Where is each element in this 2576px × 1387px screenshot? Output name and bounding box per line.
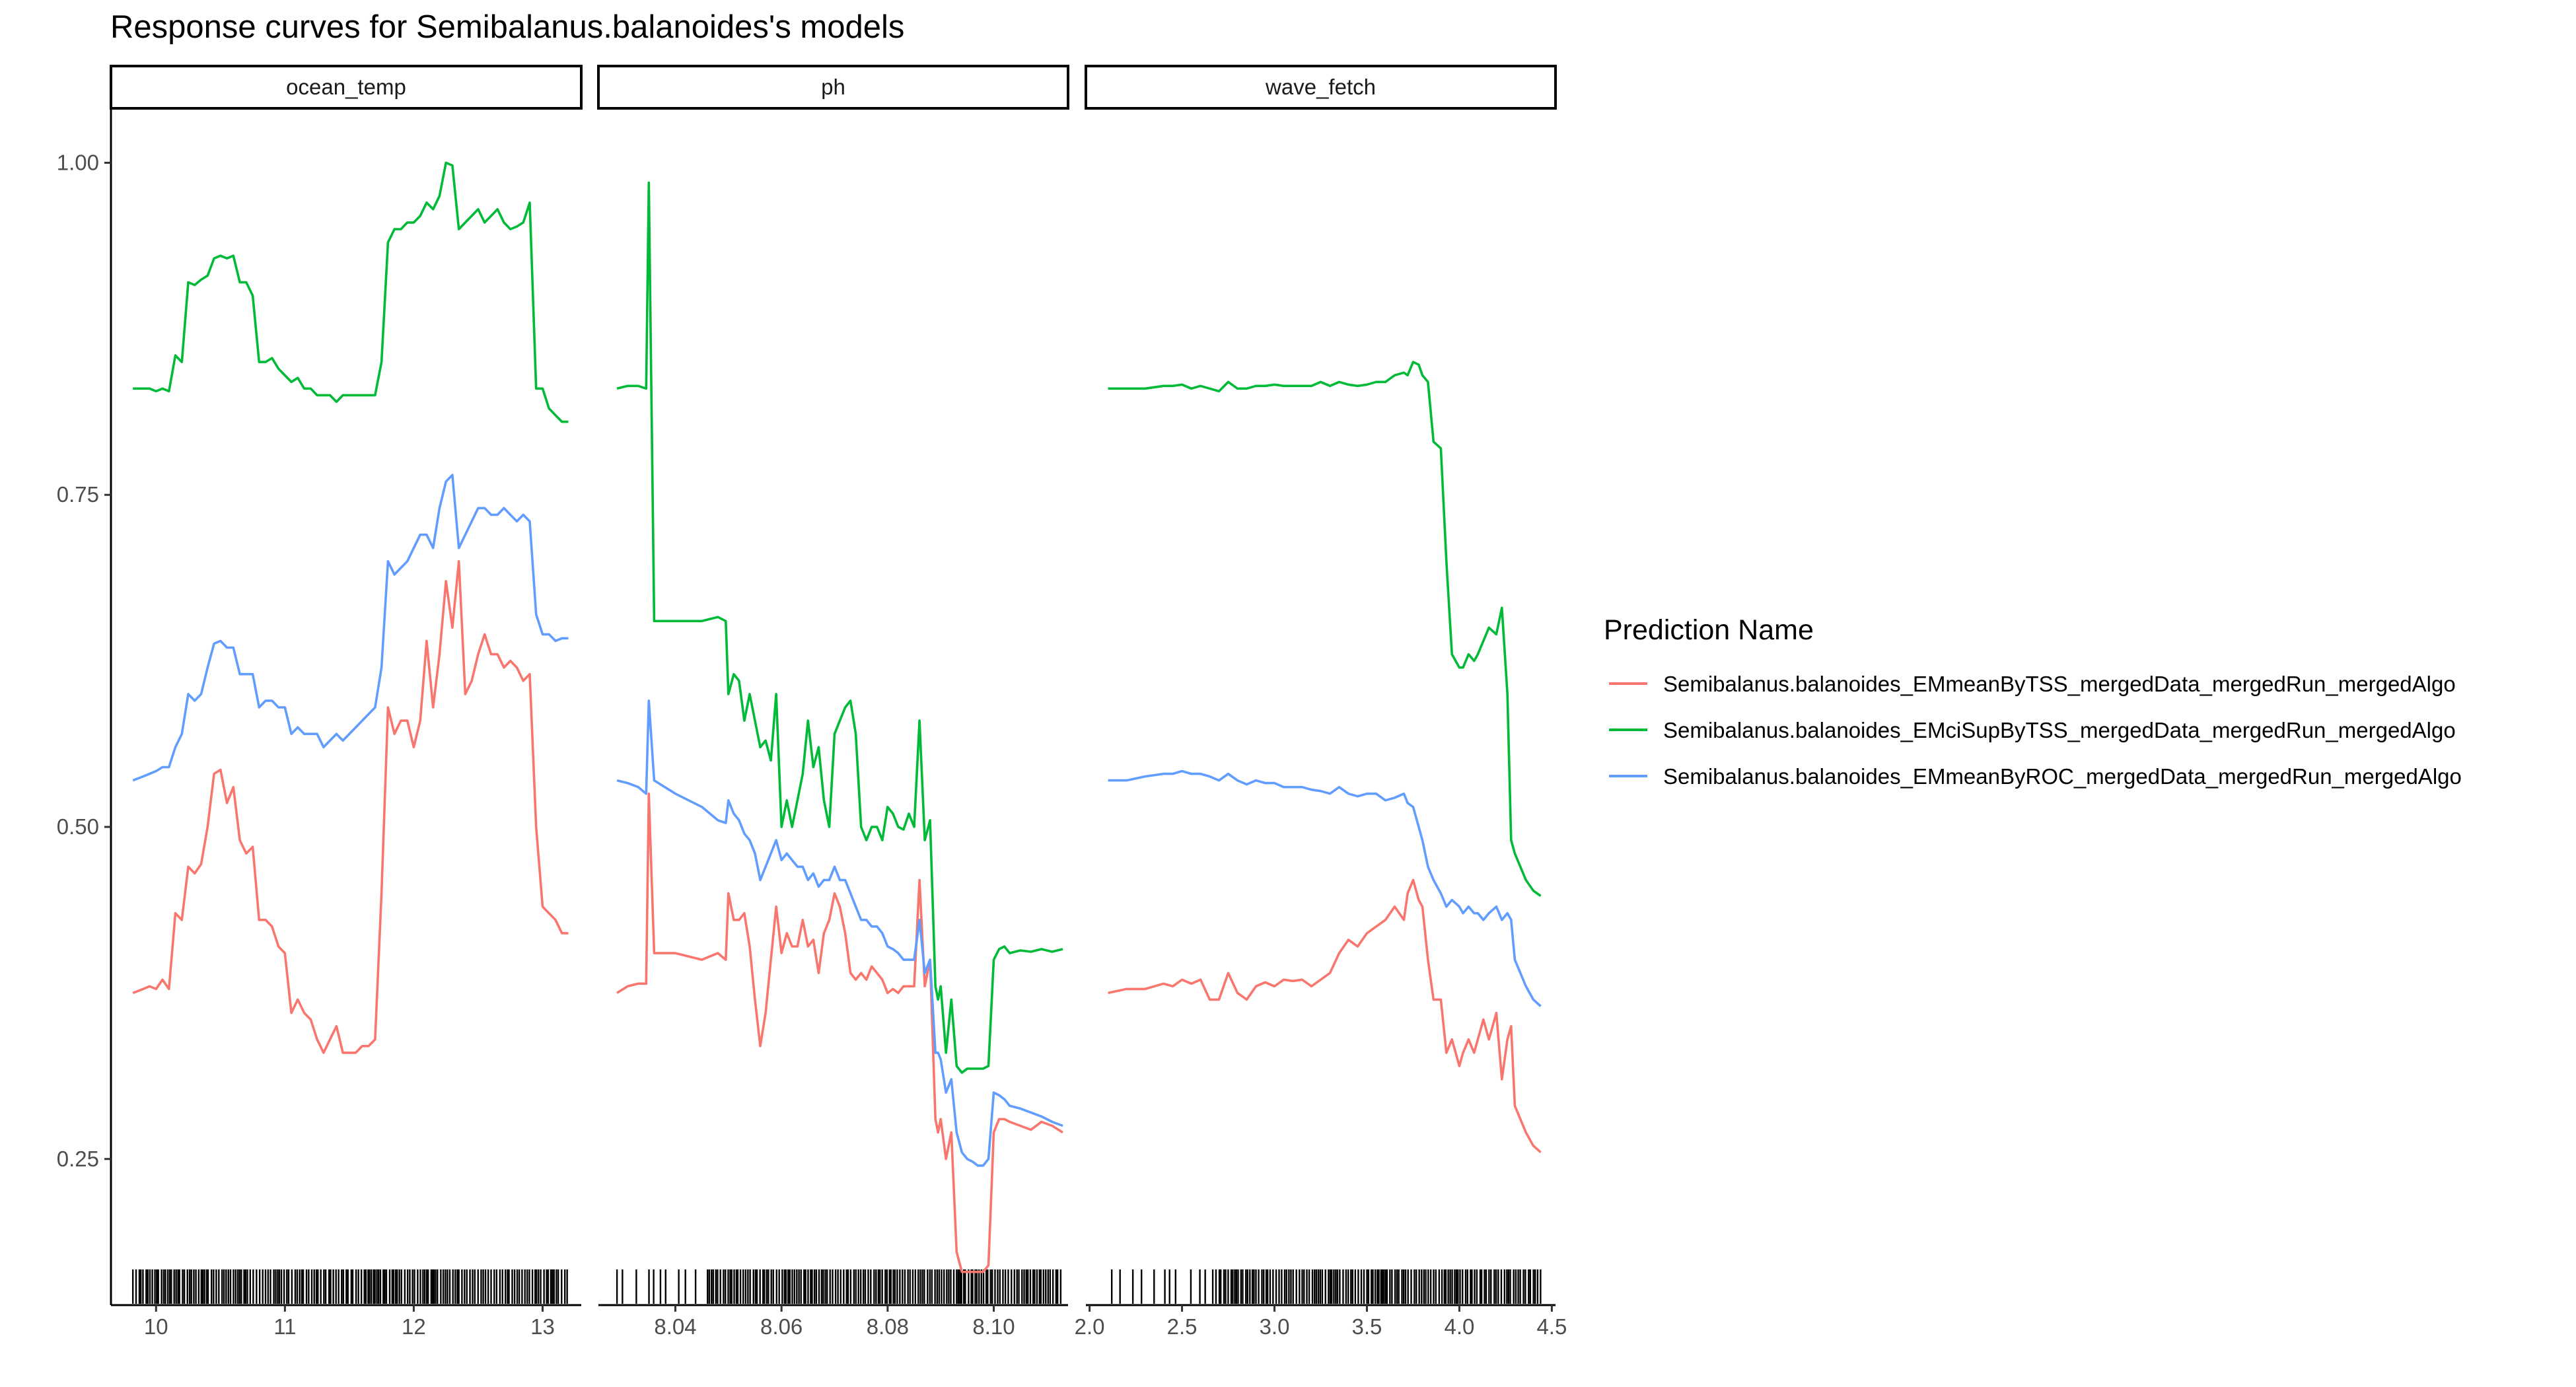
series-line <box>1108 878 1542 1154</box>
legend-item: Semibalanus.balanoides_EMciSupByTSS_merg… <box>1609 718 2456 742</box>
legend-item: Semibalanus.balanoides_EMmeanByTSS_merge… <box>1609 672 2456 696</box>
panel-ocean_temp: ocean_temp 10 11 12 13 <box>110 65 583 1339</box>
legend-title: Prediction Name <box>1604 614 1814 646</box>
x-tick-label: 3.5 <box>1352 1314 1382 1339</box>
y-tick-label: 1.00 <box>57 150 99 174</box>
legend-items: Semibalanus.balanoides_EMmeanByTSS_merge… <box>1609 672 2462 789</box>
x-tick-label: 2.5 <box>1167 1314 1198 1339</box>
rug <box>616 1269 1062 1304</box>
strip-box <box>110 65 583 110</box>
series-line <box>132 474 569 782</box>
chart-title: Response curves for Semibalanus.balanoid… <box>110 9 904 45</box>
x-tick-label: 8.10 <box>972 1314 1015 1339</box>
strip-box <box>597 65 1069 110</box>
series-line <box>1108 769 1542 1007</box>
x-tick-label: 8.04 <box>654 1314 696 1339</box>
x-tick-label: 10 <box>144 1314 168 1339</box>
x-tick-label: 8.08 <box>867 1314 909 1339</box>
panel-ph: ph 8.04 8.06 8.08 8.10 <box>597 65 1069 1339</box>
x-tick-label: 2.0 <box>1075 1314 1105 1339</box>
x-tick-label: 8.06 <box>760 1314 803 1339</box>
x-tick-label: 13 <box>530 1314 555 1339</box>
legend-label: Semibalanus.balanoides_EMmeanByTSS_merge… <box>1663 672 2456 696</box>
panel-wave_fetch: wave_fetch 2.0 2.5 3.0 3.5 4.0 4.5 <box>1075 65 1567 1339</box>
y-tick-label: 0.25 <box>57 1147 99 1171</box>
strip-label: wave_fetch <box>1265 75 1376 99</box>
y-tick-label: 0.75 <box>57 482 99 507</box>
facet-panels: ocean_temp 10 11 12 13 ph 8.04 8.06 8.08 8.10 wave… <box>110 65 1567 1339</box>
legend: Prediction Name Semibalanus.balanoides_E… <box>1604 614 2462 789</box>
series-line <box>616 699 1063 1167</box>
series-line <box>616 792 1063 1273</box>
legend-label: Semibalanus.balanoides_EMmeanByROC_merge… <box>1663 764 2462 789</box>
x-tick-label: 12 <box>402 1314 426 1339</box>
x-tick-label: 11 <box>273 1314 296 1339</box>
x-tick-label: 3.0 <box>1260 1314 1290 1339</box>
series-line <box>132 559 569 1054</box>
x-tick-label: 4.5 <box>1536 1314 1567 1339</box>
strip-label: ph <box>821 75 845 99</box>
legend-item: Semibalanus.balanoides_EMmeanByROC_merge… <box>1609 764 2462 789</box>
series-line <box>133 161 569 423</box>
legend-label: Semibalanus.balanoides_EMciSupByTSS_merg… <box>1663 718 2456 742</box>
x-tick-label: 4.0 <box>1445 1314 1475 1339</box>
y-axis: 0.25 0.50 0.75 1.00 <box>57 110 112 1305</box>
y-tick-label: 0.50 <box>57 814 99 839</box>
strip-box <box>1085 65 1557 110</box>
series-line <box>1108 361 1542 898</box>
strip-label: ocean_temp <box>286 75 406 99</box>
series-line <box>616 181 1063 1074</box>
rug <box>131 1269 568 1304</box>
rug <box>1110 1269 1542 1304</box>
